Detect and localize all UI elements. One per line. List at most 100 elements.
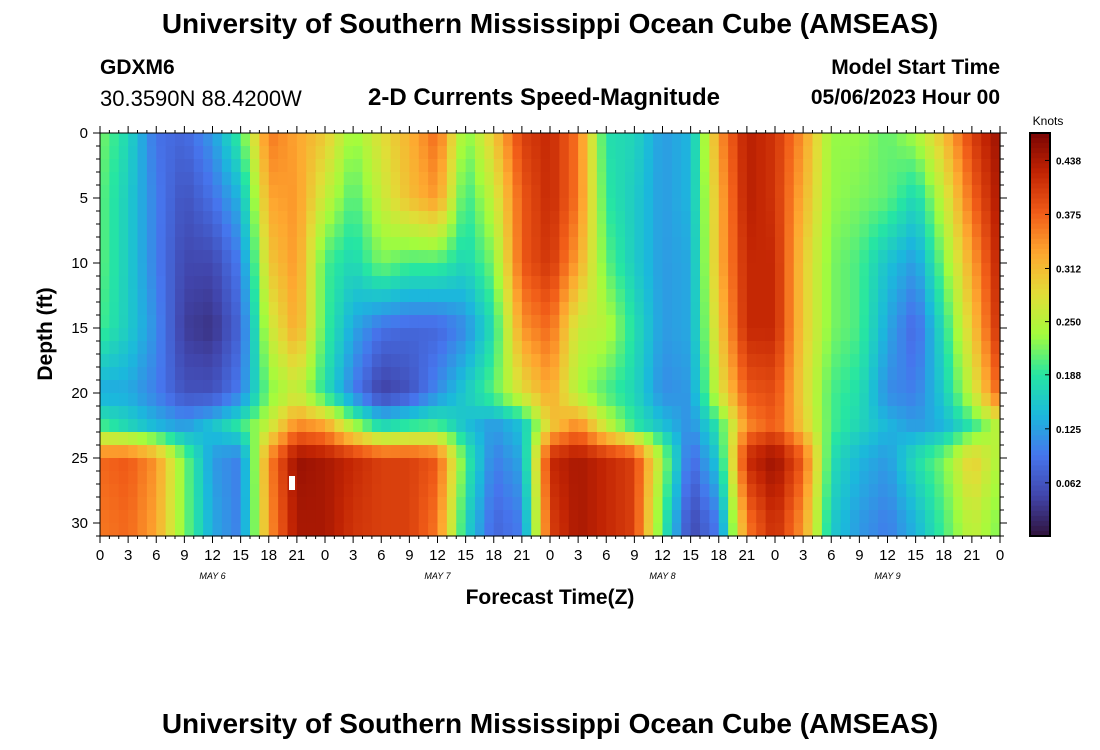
heatmap-cell [212,250,223,264]
heatmap-cell [531,380,542,394]
heatmap-cell [493,380,504,394]
heatmap-cell [371,510,382,524]
heatmap-cell [493,133,504,147]
heatmap-cell [437,172,448,186]
colorbar-cell [1030,349,1050,356]
heatmap-cell [784,432,795,446]
heatmap-cell [409,341,420,355]
heatmap-cell [137,302,148,316]
heatmap-cell [756,172,767,186]
heatmap-cell [306,315,317,329]
heatmap-cell [850,484,860,498]
heatmap-cell [671,250,682,264]
model-start-value: 05/06/2023 Hour 00 [810,86,1000,109]
heatmap-cell [184,380,195,394]
heatmap-cell [662,445,673,459]
heatmap-cell [212,198,223,212]
heatmap-cell [681,367,692,381]
heatmap-cell [146,484,157,498]
heatmap-cell [700,211,710,225]
heatmap-cell [662,510,673,524]
heatmap-cell [493,458,504,472]
heatmap-cell [643,224,654,238]
heatmap-cell [625,471,635,485]
heatmap-cell [400,523,410,537]
heatmap-cell [953,380,964,394]
heatmap-cell [606,458,617,472]
heatmap-cell [540,523,551,537]
heatmap-cell [850,523,860,537]
heatmap-cell [840,380,851,394]
heatmap-cell [793,484,804,498]
heatmap-cell [156,419,167,433]
heatmap-cell [765,406,776,420]
colorbar-cell [1030,379,1050,386]
heatmap-cell [268,302,279,316]
heatmap-cell [709,367,720,381]
heatmap-cell [203,445,214,459]
heatmap-cell [906,224,917,238]
heatmap-cell [343,289,354,303]
heatmap-cell [887,302,898,316]
heatmap-cell [821,523,832,537]
heatmap-cell [446,432,457,446]
heatmap-cell [643,289,654,303]
heatmap-cell [887,393,898,407]
heatmap-cell [812,471,823,485]
heatmap-cell [531,393,542,407]
heatmap-cell [503,263,514,277]
heatmap-cell [700,432,710,446]
heatmap-cell [690,523,701,537]
heatmap-cell [231,510,242,524]
heatmap-cell [325,354,335,368]
heatmap-cell [334,432,345,446]
heatmap-cell [306,237,317,251]
heatmap-cell [559,159,570,173]
heatmap-cell [700,445,710,459]
heatmap-cell [212,484,223,498]
heatmap-cell [578,250,589,264]
heatmap-cell [278,159,289,173]
heatmap-cell [859,302,870,316]
heatmap-cell [343,419,354,433]
heatmap-cell [456,315,467,329]
heatmap-cell [493,276,504,290]
heatmap-cell [550,354,560,368]
heatmap-cell [925,471,935,485]
heatmap-cell [868,367,879,381]
heatmap-cell [250,211,260,225]
heatmap-cell [287,510,298,524]
heatmap-cell [690,393,701,407]
station-id: GDXM6 [100,56,175,79]
heatmap-cell [690,432,701,446]
heatmap-cell [109,393,120,407]
heatmap-cell [203,315,214,329]
heatmap-cell [465,341,476,355]
heatmap-cell [296,419,307,433]
x-tick-label: 0 [996,547,1004,564]
heatmap-cell [615,146,626,160]
heatmap-cell [250,146,260,160]
heatmap-cell [531,172,542,186]
heatmap-cell [250,393,260,407]
heatmap-cell [381,224,392,238]
heatmap-cell [550,198,560,212]
heatmap-cell [343,367,354,381]
heatmap-cell [306,341,317,355]
heatmap-cell [550,172,560,186]
heatmap-cell [400,224,410,238]
heatmap-cell [531,315,542,329]
heatmap-cell [643,315,654,329]
heatmap-cell [128,159,139,173]
heatmap-cell [737,198,748,212]
heatmap-cell [315,159,326,173]
heatmap-cell [212,224,223,238]
heatmap-cell [343,146,354,160]
heatmap-cell [709,354,720,368]
heatmap-cell [990,510,1001,524]
heatmap-cell [943,432,954,446]
heatmap-cell [203,380,214,394]
heatmap-cell [812,354,823,368]
heatmap-cell [803,276,814,290]
heatmap-cell [671,523,682,537]
